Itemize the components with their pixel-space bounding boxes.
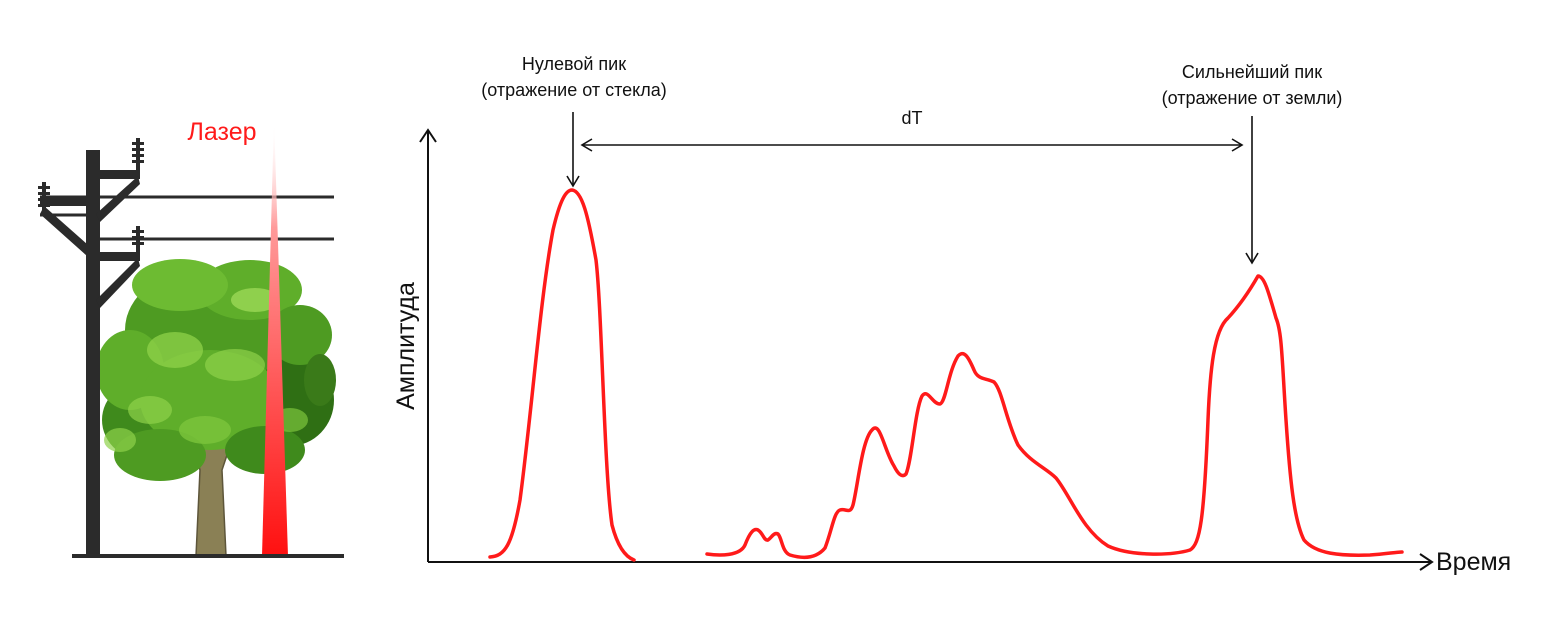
y-axis-arrowhead <box>419 128 437 143</box>
dt-arrowhead-left <box>580 138 593 152</box>
strongest-peak-pointer-arrowhead <box>1245 252 1259 265</box>
x-axis-label: Время <box>1436 548 1511 576</box>
y-axis-label: Амплитуда <box>392 282 420 410</box>
zero-peak-title: Нулевой пик <box>522 54 626 74</box>
waveform-segment-returns <box>705 274 1404 560</box>
insulator-icon <box>38 138 144 258</box>
x-axis-arrowhead <box>1419 553 1434 571</box>
zero-peak-subtitle: (отражение от стекла) <box>481 80 666 100</box>
zero-peak-pointer-arrowhead <box>566 175 580 188</box>
strongest-peak-title: Сильнейший пик <box>1182 62 1322 82</box>
utility-pole <box>38 138 144 556</box>
strongest-peak-subtitle: (отражение от земли) <box>1162 88 1343 108</box>
dt-arrowhead-right <box>1231 138 1244 152</box>
dt-label: dT <box>901 108 922 128</box>
tree-foliage <box>96 259 336 481</box>
scene-illustration: Лазер <box>38 118 344 558</box>
laser-label: Лазер <box>187 118 256 146</box>
waveform-segment-zero-peak <box>488 188 636 562</box>
waveform-plot: Амплитуда Время Нулевой пик (отражение о… <box>392 54 1511 576</box>
laser-beam <box>262 118 288 556</box>
